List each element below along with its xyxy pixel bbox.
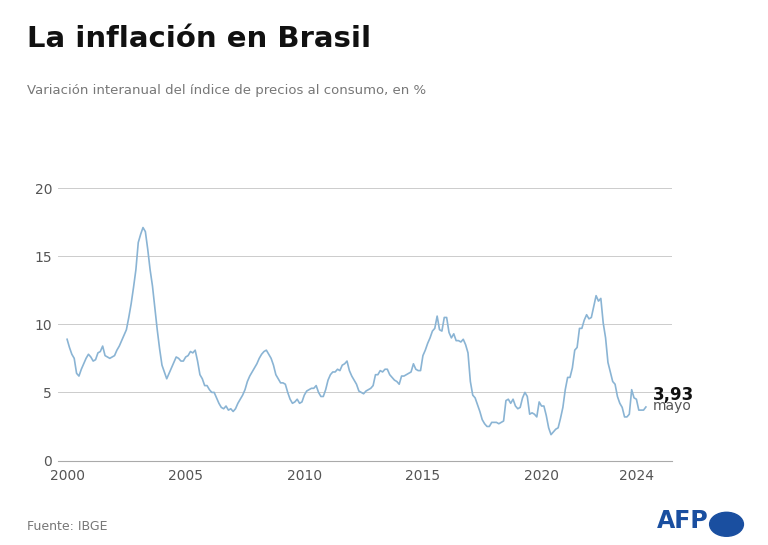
- Text: 3,93: 3,93: [653, 386, 694, 404]
- Text: Fuente: IBGE: Fuente: IBGE: [27, 520, 108, 533]
- Text: AFP: AFP: [657, 509, 708, 533]
- Text: La inflación en Brasil: La inflación en Brasil: [27, 25, 371, 52]
- Text: Variación interanual del índice de precios al consumo, en %: Variación interanual del índice de preci…: [27, 84, 426, 98]
- Text: mayo: mayo: [653, 399, 692, 413]
